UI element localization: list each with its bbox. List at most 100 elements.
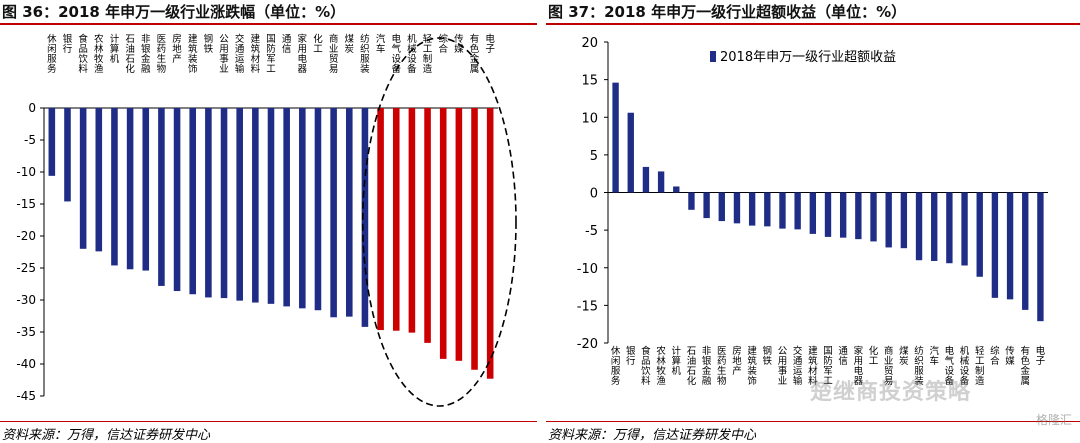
category-label-4: 农林牧渔 <box>94 33 104 75</box>
bar-25 <box>424 108 431 343</box>
bar-8 <box>718 192 725 222</box>
y-tick-label: -25 <box>16 261 36 275</box>
bar-3 <box>79 108 87 249</box>
bar-4 <box>657 171 665 193</box>
category-label-7: 非银金融 <box>141 33 151 75</box>
bar-27 <box>1006 192 1014 300</box>
category-label-21: 纺织服装 <box>914 345 924 387</box>
category-label-27: 传媒 <box>1005 345 1015 367</box>
bar-25 <box>976 192 983 277</box>
category-label-16: 通信 <box>282 34 292 55</box>
y-tick-label: 20 <box>581 36 598 51</box>
highlight-ellipse <box>361 37 517 407</box>
bar-22 <box>377 108 384 331</box>
category-label-5: 计算机 <box>672 345 682 377</box>
y-tick-label: -5 <box>24 133 36 147</box>
category-label-15: 国防军工 <box>823 346 833 387</box>
category-label-16: 通信 <box>838 346 848 367</box>
industry-return-chart: 0 -5 -10 -15 -20 -25 -30 -35 -40 -45 休闲服务银行食品饮料农林牧… <box>16 33 517 407</box>
bar-18 <box>314 108 322 311</box>
category-label-19: 商业贸易 <box>884 345 894 387</box>
category-label-26: 综合 <box>438 33 448 55</box>
category-label-28: 有色金属 <box>1020 345 1030 387</box>
bar-10 <box>189 108 197 295</box>
category-label-9: 房地产 <box>172 33 182 65</box>
y-tick-label: -40 <box>16 357 36 371</box>
bar-29 <box>1037 192 1044 322</box>
bar-29 <box>486 108 494 379</box>
category-label-13: 交通运输 <box>793 345 803 387</box>
bar-16 <box>839 192 847 238</box>
y-tick-label: 0 <box>28 101 36 115</box>
bar-5 <box>111 108 118 266</box>
bar-12 <box>220 108 228 299</box>
bar-2 <box>64 108 71 202</box>
watermark-text: 楚继商投资策略 <box>810 380 972 405</box>
category-label-25: 轻工制造 <box>975 345 985 387</box>
category-label-4: 农林牧渔 <box>656 345 666 387</box>
y-tick-label: -20 <box>577 337 598 352</box>
category-label-11: 钢铁 <box>763 345 773 367</box>
category-label-2: 银行 <box>626 345 636 367</box>
y-tick-label: 10 <box>581 111 598 126</box>
category-label-27: 传媒 <box>454 33 464 55</box>
bar-21 <box>361 108 369 327</box>
y-tick-label: -10 <box>16 165 36 179</box>
category-label-19: 商业贸易 <box>329 33 339 75</box>
category-label-1: 休闲服务 <box>611 345 621 387</box>
bar-11 <box>205 108 212 298</box>
category-label-12: 公用事业 <box>219 34 229 75</box>
category-label-9: 房地产 <box>732 345 742 377</box>
legend-swatch <box>710 51 716 62</box>
category-label-22: 汽车 <box>929 345 939 367</box>
category-label-15: 国防军工 <box>266 34 276 75</box>
bar-17 <box>855 192 862 240</box>
category-label-20: 煤炭 <box>345 33 355 55</box>
category-label-17: 家用电器 <box>298 33 308 75</box>
bar-16 <box>283 108 290 307</box>
left-chart-source: 资料来源：万得，信达证券研发中心 <box>2 428 211 443</box>
bar-12 <box>779 192 786 229</box>
y-tick-label: -10 <box>577 262 598 277</box>
category-label-6: 石油石化 <box>125 34 135 75</box>
bar-7 <box>703 192 710 219</box>
bar-13 <box>794 192 801 230</box>
bar-15 <box>267 108 275 304</box>
bar-1 <box>48 108 56 176</box>
category-label-2: 银行 <box>63 33 73 55</box>
bar-6 <box>688 192 695 210</box>
bar-2 <box>627 112 634 193</box>
bar-26 <box>991 192 999 298</box>
category-label-8: 医药生物 <box>717 346 727 387</box>
bar-21 <box>915 192 923 261</box>
y-tick-label: -45 <box>16 389 36 403</box>
category-label-24: 机械设备 <box>407 33 417 75</box>
category-label-22: 汽车 <box>376 33 386 55</box>
bar-23 <box>392 108 400 331</box>
left-chart-panel: 图 36：2018 年申万一级行业涨跌幅（单位：%） 0 -5 -10 -15 -20 -… <box>0 0 537 443</box>
left-chart-title: 图 36：2018 年申万一级行业涨跌幅（单位：%） <box>2 3 346 21</box>
bar-3 <box>642 166 650 193</box>
bar-9 <box>733 192 741 224</box>
bar-11 <box>764 192 771 227</box>
category-label-25: 轻工制造 <box>423 33 433 75</box>
left-source-rule <box>0 421 537 422</box>
bar-22 <box>931 192 938 261</box>
category-label-10: 建筑装饰 <box>188 33 198 75</box>
bar-24 <box>408 108 416 333</box>
category-label-6: 石油石化 <box>687 346 697 387</box>
bar-24 <box>961 192 968 266</box>
bar-4 <box>95 108 103 252</box>
left-title-rule <box>0 23 537 25</box>
right-chart-title: 图 37：2018 年申万一级行业超额收益（单位：%） <box>548 3 907 21</box>
bar-28 <box>1022 192 1029 310</box>
category-label-24: 机械设备 <box>960 345 970 387</box>
y-tick-label: -15 <box>577 299 598 314</box>
bar-26 <box>439 108 447 359</box>
category-label-14: 建筑材料 <box>251 33 261 75</box>
category-label-29: 电子 <box>1036 345 1046 367</box>
bar-19 <box>885 192 892 248</box>
category-label-17: 家用电器 <box>854 345 864 387</box>
bar-9 <box>173 108 181 292</box>
category-label-10: 建筑装饰 <box>747 345 757 387</box>
